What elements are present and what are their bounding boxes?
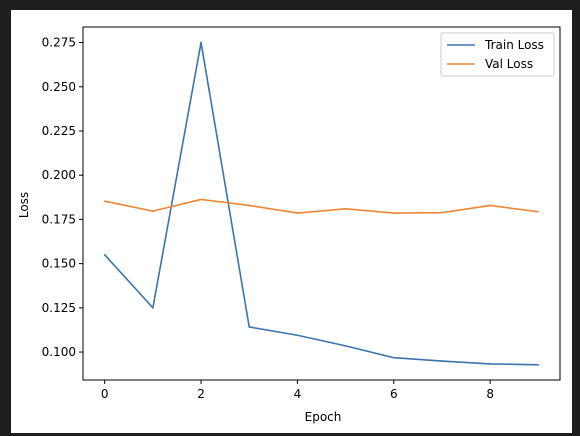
x-tick-label: 4 (294, 387, 302, 401)
y-axis-label: Loss (17, 192, 31, 218)
data-point-val-loss (103, 200, 106, 203)
series-line-train-loss (104, 41, 539, 366)
x-axis-label: Epoch (305, 410, 342, 424)
x-tick-label: 8 (486, 387, 494, 401)
y-tick-label: 0.250 (42, 80, 76, 94)
data-point-val-loss (392, 212, 395, 214)
data-point-train-loss (441, 360, 443, 362)
y-tick-label: 0.275 (42, 36, 76, 50)
legend-label-train-loss: Train Loss (484, 38, 544, 52)
data-point-train-loss (200, 41, 202, 44)
data-point-train-loss (103, 253, 106, 256)
data-point-val-loss (441, 211, 443, 214)
y-tick-label: 0.175 (42, 212, 76, 226)
x-axis-ticks: 0 2 4 6 8 (101, 380, 494, 401)
data-point-train-loss (537, 363, 540, 366)
data-point-val-loss (489, 204, 491, 207)
plot-frame (82, 26, 561, 381)
y-tick-label: 0.225 (42, 124, 76, 138)
data-point-val-loss (152, 210, 154, 212)
x-tick-label: 0 (101, 387, 109, 401)
legend-label-val-loss: Val Loss (485, 57, 533, 71)
series-line-val-loss (104, 198, 539, 214)
data-point-train-loss (248, 326, 251, 328)
legend-box (440, 32, 555, 77)
series-layer (103, 41, 540, 366)
data-point-train-loss (489, 363, 491, 365)
data-point-train-loss (152, 307, 154, 309)
y-tick-label: 0.200 (42, 168, 76, 182)
data-point-val-loss (248, 204, 251, 207)
data-point-train-loss (392, 356, 395, 359)
data-point-train-loss (296, 334, 299, 337)
data-point-val-loss (200, 198, 202, 201)
data-point-val-loss (296, 212, 299, 214)
y-tick-label: 0.125 (42, 301, 76, 315)
y-tick-label: 0.150 (42, 257, 76, 271)
data-point-train-loss (344, 345, 347, 347)
y-tick-label: 0.100 (42, 345, 76, 359)
x-tick-label: 2 (197, 387, 205, 401)
y-axis-ticks: 0.100 0.125 0.150 0.175 0.200 0.225 0.250 0.275 (42, 36, 83, 359)
data-point-val-loss (537, 211, 540, 213)
legend: Train Loss Val Loss (440, 32, 555, 77)
data-point-val-loss (344, 208, 347, 210)
x-tick-label: 6 (390, 387, 398, 401)
